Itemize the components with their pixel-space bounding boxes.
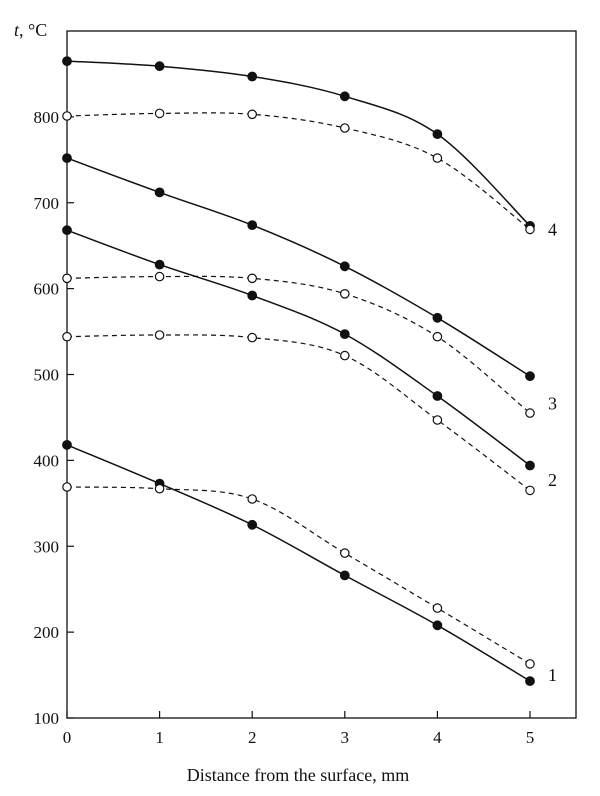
data-point-curve-3-open (432, 331, 443, 342)
series-line-curve-3-solid (66, 157, 531, 377)
data-point-curve-3-solid (154, 187, 165, 198)
data-point-curve-1-open (154, 483, 165, 494)
y-axis-title-symbol: t (14, 20, 20, 40)
series-line-curve-3-dashed (66, 275, 531, 414)
data-point-curve-2-open (432, 415, 443, 425)
data-point-curve-2-solid (339, 329, 350, 340)
curve-label-1: 1 (548, 665, 557, 685)
curve-label-4: 4 (548, 219, 557, 239)
data-point-curve-3-solid (247, 220, 258, 231)
y-tick-label: 400 (34, 451, 60, 470)
data-point-curve-3-open (247, 273, 257, 284)
data-point-curve-3-solid (432, 312, 443, 323)
data-point-curve-1-open (339, 548, 350, 558)
data-point-curve-2-open (62, 331, 72, 342)
x-tick-label: 2 (248, 728, 257, 747)
series-group (66, 60, 531, 682)
data-point-curve-1-solid (525, 676, 535, 686)
x-tick-label: 0 (63, 728, 72, 747)
data-point-curve-1-solid (62, 440, 72, 450)
y-tick-label: 300 (34, 537, 60, 556)
data-point-curve-1-open (247, 494, 257, 504)
data-point-curve-4-open (432, 153, 443, 163)
markers-group (62, 56, 535, 686)
data-point-curve-1-open (525, 659, 535, 669)
axis-ticks: 0 1 2 3 4 5 100 200 300 400 500 600 700 800 (34, 108, 535, 747)
y-tick-label: 700 (34, 194, 60, 213)
curve-labels: 1 2 3 4 (548, 219, 557, 685)
data-point-curve-1-solid (432, 620, 443, 631)
data-point-curve-2-solid (247, 290, 258, 301)
data-point-curve-2-solid (62, 225, 72, 236)
y-tick-label: 600 (34, 280, 60, 299)
data-point-curve-3-open (154, 271, 165, 282)
series-line-curve-4-solid (66, 60, 531, 227)
data-point-curve-4-solid (154, 61, 165, 72)
data-point-curve-1-solid (247, 519, 258, 530)
data-point-curve-1-solid (339, 570, 350, 581)
x-tick-label: 3 (341, 728, 350, 747)
series-line-curve-1-solid (66, 444, 531, 682)
data-point-curve-3-solid (339, 261, 350, 272)
data-point-curve-2-open (525, 485, 535, 496)
curve-label-2: 2 (548, 470, 557, 490)
data-point-curve-4-solid (62, 56, 72, 66)
series-line-curve-2-dashed (66, 334, 531, 491)
x-tick-label: 1 (155, 728, 164, 747)
data-point-curve-2-solid (154, 259, 165, 270)
y-axis-title-unit: , °C (19, 20, 47, 40)
data-point-curve-3-open (525, 408, 535, 418)
y-tick-label: 800 (34, 108, 60, 127)
data-point-curve-4-open (525, 224, 535, 235)
data-point-curve-4-solid (247, 71, 258, 82)
data-point-curve-4-solid (432, 129, 443, 140)
data-point-curve-4-open (62, 111, 72, 121)
series-line-curve-2-solid (66, 229, 531, 467)
curve-label-3: 3 (548, 394, 557, 414)
series-line-curve-1-dashed (66, 486, 531, 665)
y-tick-label: 200 (34, 623, 60, 642)
data-point-curve-3-solid (62, 153, 72, 164)
data-point-curve-2-open (247, 332, 257, 343)
data-point-curve-2-open (154, 330, 165, 340)
y-axis-title: t, °C (14, 20, 47, 40)
data-point-curve-3-solid (525, 371, 535, 382)
plot-frame (66, 30, 577, 719)
data-point-curve-1-open (62, 482, 72, 492)
data-point-curve-2-solid (525, 460, 535, 471)
data-point-curve-4-open (247, 109, 257, 120)
data-point-curve-4-open (339, 123, 350, 133)
plot-border (66, 30, 577, 719)
data-point-curve-3-open (62, 273, 72, 284)
y-tick-label: 100 (34, 709, 60, 728)
data-point-curve-2-solid (432, 391, 443, 401)
x-tick-label: 5 (526, 728, 535, 747)
y-tick-label: 500 (34, 366, 60, 385)
data-point-curve-1-open (432, 603, 443, 613)
x-tick-label: 4 (433, 728, 442, 747)
x-axis-title: Distance from the surface, mm (187, 765, 409, 785)
data-point-curve-4-open (154, 108, 165, 119)
data-point-curve-3-open (339, 288, 350, 299)
series-line-curve-4-dashed (66, 112, 531, 230)
data-point-curve-4-solid (339, 91, 350, 102)
data-point-curve-2-open (339, 350, 350, 361)
